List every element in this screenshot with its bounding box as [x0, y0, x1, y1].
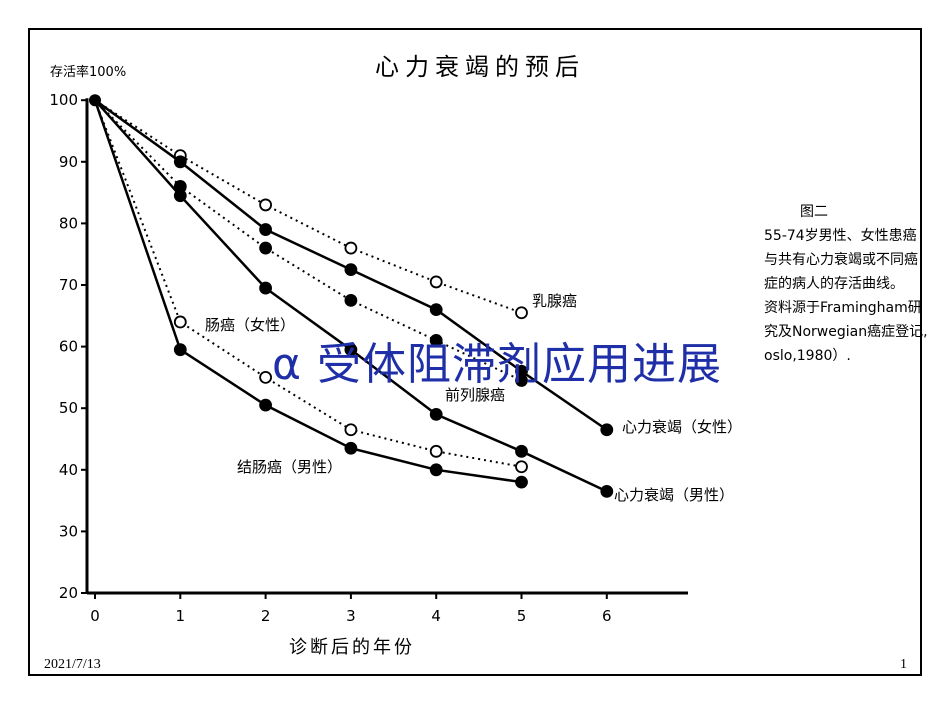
figure-note: 图二 55-74岁男性、女性患癌 与共有心力衰竭或不同癌 症的病人的存活曲线。 … [764, 200, 934, 368]
note-line: 究及Norwegian癌症登记, [764, 324, 928, 340]
x-axis-label: 诊断后的年份 [289, 637, 415, 658]
series-point-3 [429, 407, 443, 421]
series-label-0: 乳腺癌 [532, 292, 577, 310]
note-line: 与共有心力衰竭或不同癌 [764, 252, 918, 268]
series-point-4 [173, 315, 187, 329]
series-point-5 [515, 475, 528, 489]
y-tick-label: 100 [49, 91, 78, 109]
series-point-2 [344, 293, 358, 307]
slide-title: α 受体阻滞剂应用进展 [272, 339, 722, 390]
series-point-1 [173, 155, 187, 169]
series-point-5 [173, 343, 187, 357]
series-line-2 [94, 99, 522, 382]
page-number: 1 [900, 657, 907, 672]
series-point-0 [515, 306, 528, 320]
note-title: 图二 [800, 204, 828, 220]
y-axis-label: 存活率100% [50, 64, 126, 80]
y-tick-label: 60 [59, 338, 78, 356]
note-line: 资料源于Framingham研 [764, 300, 922, 316]
series-line-0 [94, 99, 522, 314]
series-point-4 [515, 460, 528, 474]
series-line-5 [93, 99, 522, 484]
slide-date: 2021/7/13 [44, 657, 101, 672]
series-point-3 [600, 484, 614, 498]
y-tick-label: 90 [59, 153, 78, 171]
series-label-4: 肠癌（女性） [205, 316, 295, 334]
x-tick-label: 5 [517, 607, 527, 625]
series-point-0 [259, 198, 273, 212]
series-point-4 [259, 370, 273, 384]
series-label-2: 前列腺癌 [445, 386, 505, 404]
series-point-3 [259, 281, 273, 295]
series-point-5 [259, 398, 273, 412]
series-point-2 [259, 241, 273, 255]
x-tick-label: 3 [346, 607, 356, 625]
y-tick-label: 40 [59, 461, 78, 479]
x-tick-label: 0 [90, 607, 100, 625]
series-label-1: 心力衰竭（女性） [622, 418, 742, 436]
note-line: 55-74岁男性、女性患癌 [764, 228, 917, 244]
series-point-0 [344, 241, 358, 255]
x-tick-label: 4 [431, 607, 441, 625]
series-label-3: 心力衰竭（男性） [614, 486, 734, 504]
series-label-5: 结肠癌（男性） [237, 458, 342, 476]
y-tick-label: 30 [59, 522, 78, 540]
x-tick-label: 1 [176, 607, 186, 625]
x-tick-label: 2 [261, 607, 271, 625]
series-line-4 [94, 99, 522, 468]
series-point-2 [429, 334, 443, 347]
series-point-1 [344, 263, 358, 277]
slide-frame [28, 28, 922, 676]
series-point-5 [344, 441, 358, 455]
y-tick-label: 50 [59, 399, 78, 417]
series-point-5 [429, 463, 443, 477]
note-line: 症的病人的存活曲线。 [764, 276, 904, 292]
series-point-3 [344, 343, 358, 357]
series-point-1 [259, 223, 273, 236]
series-point-1 [600, 423, 614, 437]
series-point-3 [173, 189, 187, 203]
chart-title: 心力衰竭的预后 [375, 53, 585, 81]
series-point-3 [515, 444, 528, 458]
y-tick-label: 70 [59, 276, 78, 294]
series-point-0 [429, 275, 443, 289]
x-tick-label: 6 [602, 607, 612, 625]
note-line: oslo,1980）. [764, 348, 851, 364]
y-tick-label: 20 [59, 584, 78, 602]
series-point-4 [429, 444, 443, 458]
series-point-2 [515, 374, 528, 387]
series-point-1 [429, 303, 443, 317]
series-point-4 [344, 423, 358, 437]
start-point [89, 94, 101, 107]
y-tick-label: 80 [59, 214, 78, 232]
